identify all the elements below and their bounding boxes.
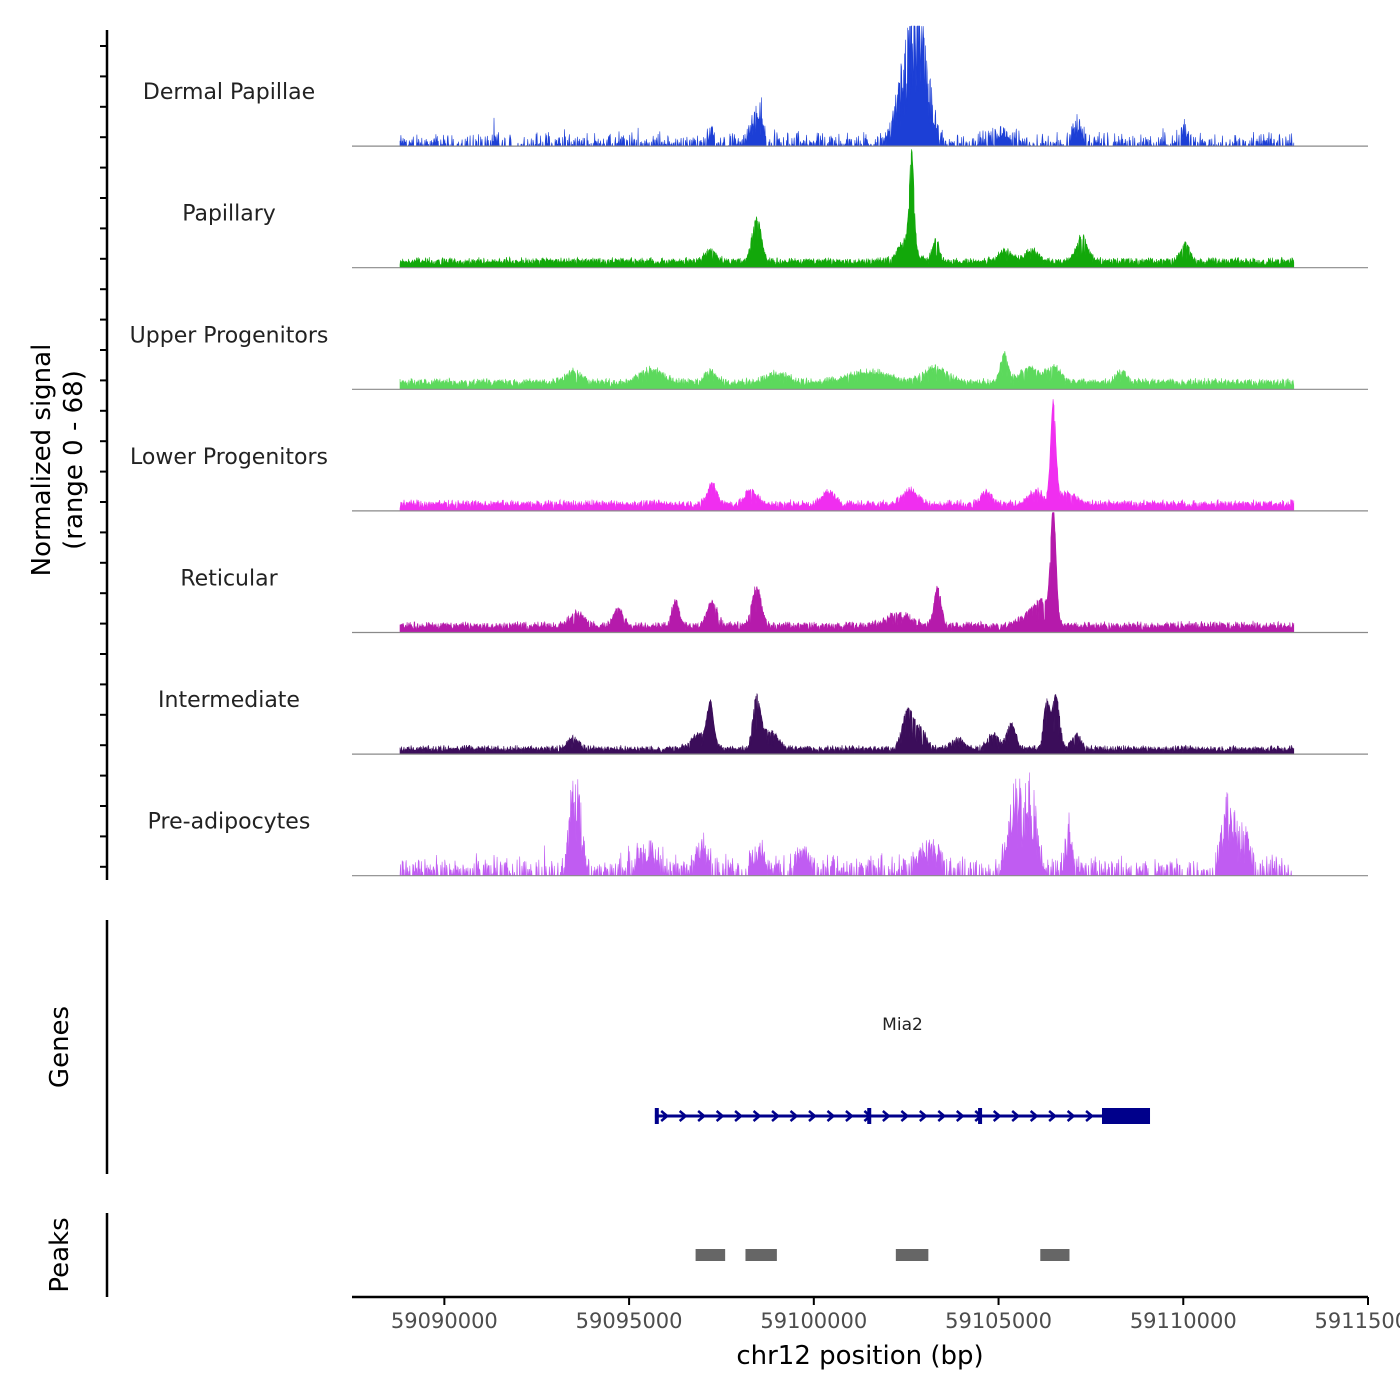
gene-exon xyxy=(978,1108,983,1124)
x-tick-label: 59110000 xyxy=(1130,1309,1237,1333)
x-tick-label: 59095000 xyxy=(576,1309,683,1333)
gene-strand-arrow xyxy=(1085,1110,1095,1122)
gene-strand-arrow xyxy=(660,1110,670,1122)
signal-y-axis xyxy=(100,30,109,880)
x-tick-label: 59100000 xyxy=(760,1309,867,1333)
gene-strand-arrow xyxy=(882,1110,891,1122)
track-label: Reticular xyxy=(180,567,278,592)
track-label: Intermediate xyxy=(158,688,300,713)
x-axis-label: chr12 position (bp) xyxy=(736,1341,983,1371)
gene-strand-arrow xyxy=(734,1110,744,1122)
track-signal-area xyxy=(399,350,1295,390)
gene-strand-arrow xyxy=(752,1110,762,1122)
track-reticular: Reticular xyxy=(180,512,1368,634)
gene-mia2: Mia2 xyxy=(654,1015,1151,1124)
gene-exon xyxy=(654,1108,659,1124)
x-tick-label: 59105000 xyxy=(945,1309,1052,1333)
signal-y-axis-label-line1: Normalized signal xyxy=(27,344,57,577)
track-signal-area xyxy=(399,512,1295,633)
gene-strand-arrow xyxy=(808,1110,817,1122)
gene-strand-arrow xyxy=(789,1110,799,1122)
peak-region xyxy=(745,1249,777,1261)
gene-exon xyxy=(867,1108,872,1124)
gene-strand-arrow xyxy=(900,1110,910,1122)
gene-strand-arrow xyxy=(678,1110,688,1122)
gene-strand-arrow xyxy=(1029,1110,1039,1122)
track-label: Pre-adipocytes xyxy=(148,810,311,835)
track-signal-area xyxy=(399,772,1294,876)
track-dermal-papillae: Dermal Papillae xyxy=(143,25,1368,148)
track-intermediate: Intermediate xyxy=(158,688,1368,755)
track-signal-area xyxy=(399,25,1295,148)
x-tick-label: 59115000 xyxy=(1315,1309,1400,1333)
peaks-axis-label: Peaks xyxy=(45,1217,75,1292)
track-label: Lower Progenitors xyxy=(130,445,328,470)
track-lower-progenitors: Lower Progenitors xyxy=(130,399,1368,512)
gene-strand-arrow xyxy=(1048,1110,1058,1122)
gene-strand-arrow xyxy=(919,1110,928,1122)
x-axis: 59090000 59095000 59100000 59105000 59110000… xyxy=(352,1295,1400,1333)
track-papillary: Papillary xyxy=(182,149,1368,269)
gene-strand-arrow xyxy=(845,1110,854,1122)
gene-strand-arrow xyxy=(992,1110,1002,1122)
gene-strand-arrow xyxy=(771,1110,780,1122)
peak-region xyxy=(895,1249,929,1261)
gene-strand-arrow xyxy=(715,1110,725,1122)
peaks-panel xyxy=(695,1249,1070,1261)
genes-panel: Mia2 xyxy=(654,1015,1151,1124)
peak-region xyxy=(1040,1249,1070,1261)
gene-strand-arrow xyxy=(1011,1110,1021,1122)
track-label: Papillary xyxy=(182,202,276,227)
gene-strand-arrow xyxy=(937,1110,947,1122)
track-label: Dermal Papillae xyxy=(143,80,315,105)
signal-panel: Dermal Papillae Papillary Upper Progenitor… xyxy=(130,25,1368,877)
gene-label: Mia2 xyxy=(882,1015,923,1035)
signal-y-axis-label-line2: (range 0 - 68) xyxy=(59,370,89,550)
track-label: Upper Progenitors xyxy=(130,323,329,348)
peak-region xyxy=(695,1249,726,1261)
gene-strand-arrow xyxy=(697,1110,707,1122)
track-upper-progenitors: Upper Progenitors xyxy=(130,323,1368,390)
track-signal-area xyxy=(399,149,1295,268)
track-pre-adipocytes: Pre-adipocytes xyxy=(148,772,1368,877)
genes-axis-label: Genes xyxy=(45,1006,75,1088)
gene-utr-block xyxy=(1101,1108,1151,1124)
track-signal-area xyxy=(399,693,1295,755)
gene-strand-arrow xyxy=(955,1110,965,1122)
gene-strand-arrow xyxy=(826,1110,836,1122)
gene-strand-arrow xyxy=(1066,1110,1076,1122)
x-tick-label: 59090000 xyxy=(391,1309,498,1333)
track-signal-area xyxy=(399,399,1295,512)
